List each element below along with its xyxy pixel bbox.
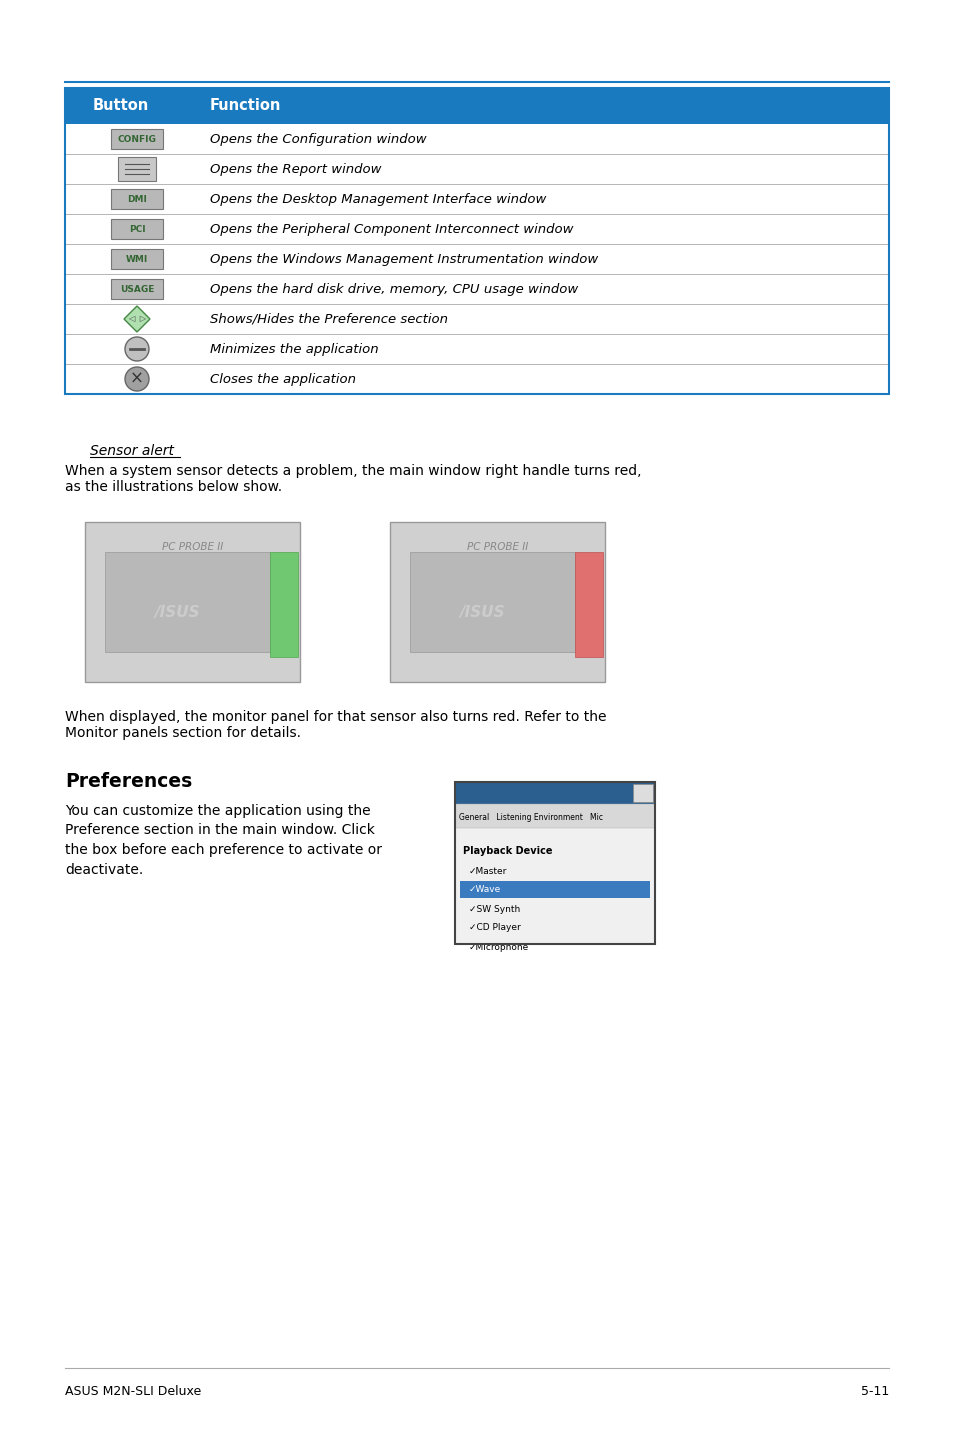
Text: Sensor alert: Sensor alert (90, 444, 173, 457)
Circle shape (125, 336, 149, 361)
Text: General   Listening Environment   Mic: General Listening Environment Mic (458, 812, 602, 821)
Bar (85, 522, 299, 682)
Bar (455, 782, 655, 943)
Bar (65, 275, 888, 303)
Bar (111, 219, 163, 239)
Text: PC PROBE II: PC PROBE II (162, 542, 223, 552)
Text: Shows/Hides the Preference section: Shows/Hides the Preference section (210, 312, 448, 325)
Text: When a system sensor detects a problem, the main window right handle turns red,
: When a system sensor detects a problem, … (65, 464, 640, 495)
Bar (65, 364, 888, 394)
Text: PC PROBE II: PC PROBE II (466, 542, 528, 552)
Text: ✓CD Player: ✓CD Player (469, 923, 520, 932)
Bar (455, 804, 655, 828)
Text: ✓Wave: ✓Wave (469, 886, 500, 894)
Text: ✓Master: ✓Master (469, 867, 507, 876)
Text: 5-11: 5-11 (860, 1385, 888, 1398)
Bar (111, 279, 163, 299)
Text: DMI: DMI (127, 194, 147, 204)
Text: Closes the application: Closes the application (210, 372, 355, 385)
Text: Opens the hard disk drive, memory, CPU usage window: Opens the hard disk drive, memory, CPU u… (210, 282, 578, 295)
Bar (65, 214, 888, 244)
Bar (105, 552, 270, 651)
Text: Button: Button (92, 98, 149, 114)
Bar (575, 552, 602, 657)
Text: ◁  ▷: ◁ ▷ (128, 315, 146, 324)
Text: ✓SW Synth: ✓SW Synth (469, 905, 519, 913)
Bar (633, 784, 652, 802)
Text: Opens the Peripheral Component Interconnect window: Opens the Peripheral Component Interconn… (210, 223, 573, 236)
Bar (111, 188, 163, 209)
Bar (65, 124, 888, 154)
Text: Playback Device: Playback Device (462, 846, 552, 856)
Bar (390, 522, 604, 682)
Text: ✓Microphone: ✓Microphone (469, 942, 529, 952)
Bar (65, 184, 888, 214)
Text: USAGE: USAGE (120, 285, 154, 293)
Text: Opens the Windows Management Instrumentation window: Opens the Windows Management Instrumenta… (210, 253, 598, 266)
Circle shape (125, 367, 149, 391)
Text: /ISUS: /ISUS (154, 604, 200, 620)
Bar (455, 782, 655, 804)
Text: WMI: WMI (126, 255, 148, 263)
Bar (118, 157, 156, 181)
Text: /ISUS: /ISUS (459, 604, 505, 620)
Text: ASUS M2N-SLI Deluxe: ASUS M2N-SLI Deluxe (65, 1385, 201, 1398)
Bar (65, 334, 888, 364)
Text: Preferences: Preferences (65, 772, 193, 791)
Bar (111, 249, 163, 269)
Bar (65, 88, 888, 394)
Bar (410, 552, 575, 651)
Bar (65, 303, 888, 334)
Bar (455, 804, 655, 943)
Text: Opens the Report window: Opens the Report window (210, 162, 381, 175)
Text: ×: × (130, 370, 144, 388)
Bar (459, 881, 649, 897)
Bar (65, 244, 888, 275)
Bar (65, 88, 888, 124)
Polygon shape (124, 306, 150, 332)
Text: Minimizes the application: Minimizes the application (210, 342, 378, 355)
Text: Opens the Desktop Management Interface window: Opens the Desktop Management Interface w… (210, 193, 546, 206)
Text: CONFIG: CONFIG (117, 135, 156, 144)
Bar (65, 154, 888, 184)
Text: When displayed, the monitor panel for that sensor also turns red. Refer to the
M: When displayed, the monitor panel for th… (65, 710, 606, 741)
Text: Function: Function (210, 98, 281, 114)
Text: You can customize the application using the
Preference section in the main windo: You can customize the application using … (65, 804, 381, 877)
Bar (111, 129, 163, 150)
Text: PCI: PCI (129, 224, 145, 233)
Text: Opens the Configuration window: Opens the Configuration window (210, 132, 426, 145)
Bar (270, 552, 297, 657)
